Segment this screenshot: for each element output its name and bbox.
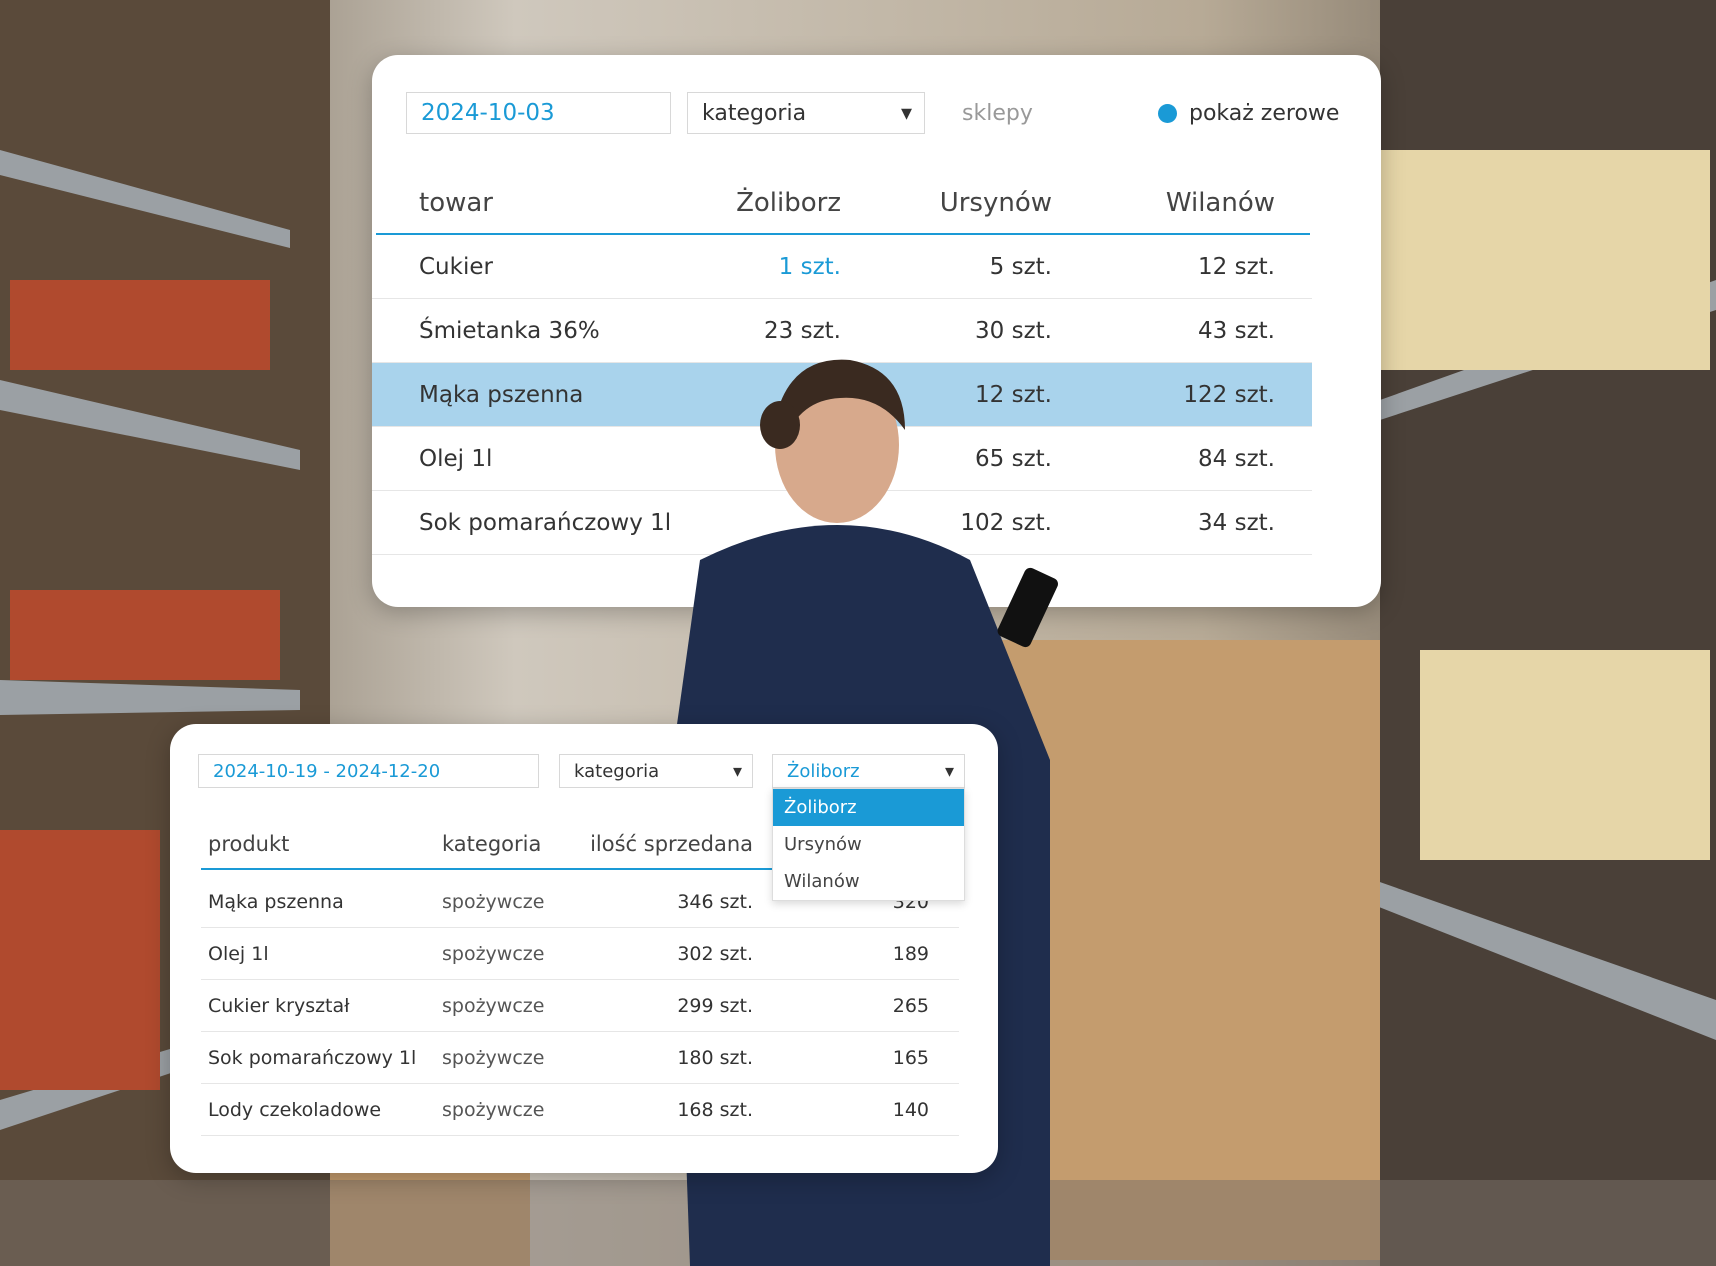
category: spożywcze	[442, 1099, 545, 1121]
quantity-sold: 180 szt.	[677, 1047, 753, 1069]
stock-value: 84 szt.	[1198, 446, 1275, 472]
category-select[interactable]: kategoria ▾	[687, 92, 925, 134]
row-rule	[201, 1083, 959, 1084]
category-select[interactable]: kategoria ▾	[559, 754, 753, 788]
product-name: Mąka pszenna	[419, 382, 584, 408]
category: spożywcze	[442, 891, 545, 913]
store-dropdown: Żoliborz Ursynów Wilanów	[772, 788, 965, 901]
product-name: Mąka pszenna	[208, 891, 344, 913]
select-label: kategoria	[702, 100, 807, 126]
category: spożywcze	[442, 943, 545, 965]
dropdown-arrow: ▾	[900, 100, 912, 126]
column-header: Ursynów	[939, 188, 1052, 218]
product-name: Sok pomarańczowy 1l	[419, 510, 672, 536]
stock-value: 43 szt.	[1198, 318, 1275, 344]
category: spożywcze	[442, 995, 545, 1017]
store-option[interactable]: Żoliborz	[773, 789, 964, 826]
store-option[interactable]: Wilanów	[784, 871, 860, 892]
dropdown-arrow: ▾	[732, 760, 742, 782]
column-header: Wilanów	[1165, 188, 1275, 218]
store-select[interactable]: Żoliborz ▾	[772, 754, 965, 788]
column-header: towar	[419, 188, 493, 218]
dropdown-arrow: ▾	[944, 760, 954, 782]
category: spożywcze	[442, 1047, 545, 1069]
store-option[interactable]: Ursynów	[784, 834, 862, 855]
stock-value: 65 szt.	[975, 446, 1052, 472]
header-rule	[201, 868, 959, 870]
zero-toggle[interactable]: pokaż zerowe	[1158, 92, 1339, 134]
quantity-sold: 302 szt.	[677, 943, 753, 965]
toggle-label: pokaż zerowe	[1189, 100, 1340, 126]
quantity-sold: 299 szt.	[677, 995, 753, 1017]
row-rule	[201, 927, 959, 928]
stock-value: 122 szt.	[1183, 382, 1275, 408]
stock-value: 30 szt.	[975, 318, 1052, 344]
stock-value: 102 szt.	[960, 510, 1052, 536]
quantity-value: 140	[892, 1099, 929, 1121]
quantity-sold: 168 szt.	[677, 1099, 753, 1121]
row-rule	[201, 979, 959, 980]
column-header: ilość sprzedana	[590, 832, 753, 856]
stores-label[interactable]: sklepy	[962, 100, 1033, 126]
column-header: produkt	[208, 832, 290, 856]
sales-panel: 2024-10-19 - 2024-12-20 kategoria ▾ Żolib…	[170, 724, 998, 1173]
date-range-input[interactable]: 2024-10-19 - 2024-12-20	[198, 754, 539, 788]
quantity-sold: 346 szt.	[677, 891, 753, 913]
stock-value: 34 szt.	[1198, 510, 1275, 536]
column-header: Żoliborz	[736, 188, 841, 218]
product-name: Śmietanka 36%	[419, 318, 600, 344]
select-label: Żoliborz	[787, 760, 860, 782]
stock-value: 5 szt.	[989, 254, 1052, 280]
stock-value: 12 szt.	[975, 382, 1052, 408]
quantity-value: 265	[892, 995, 929, 1017]
product-name: Cukier kryształ	[208, 995, 350, 1017]
quantity-value: 165	[892, 1047, 929, 1069]
stock-value: 12 szt.	[1198, 254, 1275, 280]
date-input[interactable]: 2024-10-03	[406, 92, 671, 134]
stock-value: 23 szt.	[764, 318, 841, 344]
product-name: Cukier	[419, 254, 493, 280]
product-name: Olej 1l	[208, 943, 269, 965]
row-rule	[372, 298, 1312, 299]
product-name: Lody czekoladowe	[208, 1099, 382, 1121]
column-header: kategoria	[442, 832, 542, 856]
toggle-dot	[1158, 103, 1177, 123]
stock-value: 1 szt.	[778, 254, 841, 280]
select-label: kategoria	[574, 760, 660, 782]
product-name: Olej 1l	[419, 446, 493, 472]
header-rule	[376, 233, 1310, 235]
row-rule	[201, 1031, 959, 1032]
quantity-value: 189	[892, 943, 929, 965]
product-name: Sok pomarańczowy 1l	[208, 1047, 417, 1069]
row-rule	[201, 1135, 959, 1136]
